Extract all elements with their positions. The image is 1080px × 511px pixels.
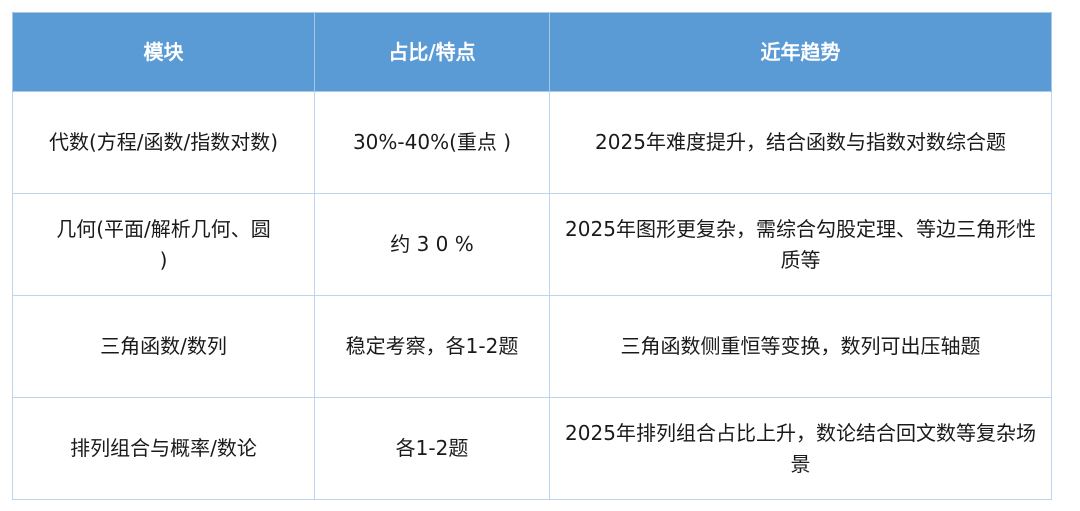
cell-trend: 2025年图形更复杂，需综合勾股定理、等边三角形性质等 (549, 193, 1052, 296)
cell-module: 几何(平面/解析几何、圆 ) (12, 193, 315, 296)
math-modules-table: 模块 占比/特点 近年趋势 代数(方程/函数/指数对数) 30%-40%(重点 … (12, 12, 1052, 500)
cell-module: 三角函数/数列 (12, 295, 315, 398)
table-row: 三角函数/数列 稳定考察，各1-2题 三角函数侧重恒等变换，数列可出压轴题 (12, 295, 1052, 398)
header-trend: 近年趋势 (549, 12, 1052, 92)
cell-proportion: 各1-2题 (314, 397, 550, 500)
table-row: 排列组合与概率/数论 各1-2题 2025年排列组合占比上升，数论结合回文数等复… (12, 397, 1052, 500)
cell-proportion: 约 3 0 % (314, 193, 550, 296)
header-row: 模块 占比/特点 近年趋势 (12, 12, 1052, 92)
table-row: 几何(平面/解析几何、圆 ) 约 3 0 % 2025年图形更复杂，需综合勾股定… (12, 193, 1052, 296)
cell-trend: 2025年排列组合占比上升，数论结合回文数等复杂场景 (549, 397, 1052, 500)
table-row: 代数(方程/函数/指数对数) 30%-40%(重点 ) 2025年难度提升，结合… (12, 91, 1052, 194)
header-module: 模块 (12, 12, 315, 92)
cell-module: 排列组合与概率/数论 (12, 397, 315, 500)
cell-proportion: 稳定考察，各1-2题 (314, 295, 550, 398)
cell-trend: 三角函数侧重恒等变换，数列可出压轴题 (549, 295, 1052, 398)
header-proportion: 占比/特点 (314, 12, 550, 92)
cell-module: 代数(方程/函数/指数对数) (12, 91, 315, 194)
cell-trend: 2025年难度提升，结合函数与指数对数综合题 (549, 91, 1052, 194)
cell-proportion: 30%-40%(重点 ) (314, 91, 550, 194)
